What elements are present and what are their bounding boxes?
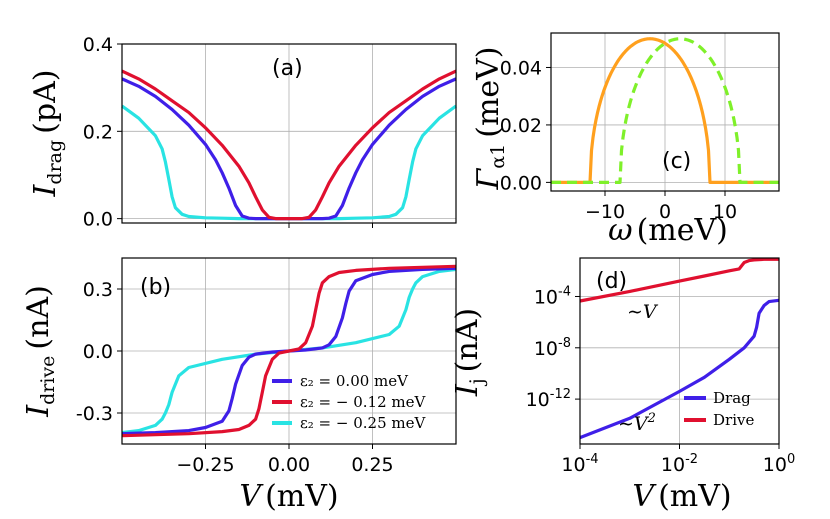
panel-b-ytick-0: -0.3 [76, 403, 113, 425]
panel-b-xtick-0: −0.25 [176, 454, 234, 476]
panel-c-xlabel: ω (meV) [608, 213, 728, 248]
annotation-v-linear: ∼V [627, 301, 659, 323]
panel-b-xlabel-unit: (mV) [265, 479, 339, 514]
panel-c-ticks: −10 0 10 0.00 0.02 0.04 [500, 57, 737, 223]
panel-d-ytick-base-2: 10 [526, 389, 550, 411]
panel-a-ylabel-sub: drag [44, 140, 66, 185]
panel-d-ytick-exp-2: -12 [550, 387, 571, 402]
panel-b-ticks: −0.25 0.00 0.25 -0.3 0.0 0.3 [76, 279, 394, 476]
panel-d-legend: Drag Drive [684, 389, 754, 429]
panel-d-xtick-2: 100 [763, 452, 795, 476]
panel-b-label: (b) [140, 275, 171, 300]
panel-b-grid [122, 258, 456, 444]
panel-c-curves [550, 37, 780, 184]
panel-d-curve-drive [579, 257, 779, 303]
panel-b: −0.25 0.00 0.25 -0.3 0.0 0.3 (b) Idrive (nA) V… [21, 257, 457, 514]
panel-c-ylabel-sub: α1 [487, 144, 509, 169]
legend-label-eps0: ε₂ = 0.00 meV [300, 372, 409, 390]
panel-c-label: (c) [662, 149, 691, 174]
panel-d-xtick-base-2: 10 [763, 454, 787, 476]
legend-label-drag: Drag [713, 389, 751, 407]
panel-c-xtick-0: −10 [585, 201, 625, 223]
panel-a-label: (a) [272, 56, 303, 81]
annotation-v-squared-exp: 2 [647, 411, 656, 426]
panel-c-xtick-2: 10 [713, 201, 737, 223]
panel-b-curve-1 [121, 264, 457, 438]
panel-b-ylabel: Idrive (nA) [21, 285, 59, 418]
panel-d-ylabel-main: I [450, 383, 485, 397]
panel-c-ylabel: Γα1 (meV) [471, 46, 509, 190]
panel-b-xlabel-main: V [239, 479, 264, 514]
panel-a-curve-1 [121, 69, 457, 221]
panel-c-ytick-2: 0.04 [500, 57, 542, 79]
panel-d-ylabel-unit: (nA) [450, 308, 485, 372]
legend-label-eps012: ε₂ = − 0.12 meV [300, 393, 426, 411]
panel-d-ytick-2: 10-12 [526, 387, 571, 411]
panel-c-xlabel-unit: (meV) [637, 213, 728, 248]
panel-d-ytick-exp-1: -8 [558, 336, 571, 351]
panel-c-ytick-1: 0.02 [500, 115, 542, 137]
panel-b-legend: ε₂ = 0.00 meV ε₂ = − 0.12 meV ε₂ = − 0.2… [272, 372, 426, 432]
panel-c-ylabel-unit: (meV) [471, 46, 506, 137]
panel-c-xlabel-main: ω [608, 213, 632, 248]
panel-d-xtick-1: 10-2 [661, 452, 698, 476]
panel-b-ylabel-sub: drive [37, 356, 59, 405]
panel-d-curves [579, 257, 780, 440]
panel-d-xlabel-unit: (mV) [658, 479, 732, 514]
panel-d-xlabel-main: V [632, 479, 657, 514]
panel-d-xlabel: V (mV) [632, 479, 731, 514]
panel-d-xtick-exp-1: -2 [685, 452, 698, 467]
annotation-v-squared-base: ∼V [618, 413, 650, 435]
panel-b-xlabel: V (mV) [239, 479, 338, 514]
legend-label-drive: Drive [713, 411, 754, 429]
panel-d-ylabel-sub: j [466, 378, 488, 386]
panel-d-ytick-base-0: 10 [534, 286, 558, 308]
annotation-v-squared: ∼V2 [618, 411, 656, 435]
panel-d-xtick-0: 10-4 [561, 452, 598, 476]
panel-b-ylabel-unit: (nA) [21, 285, 56, 349]
legend-label-eps025: ε₂ = − 0.25 meV [300, 414, 426, 432]
panel-a-ylabel-main: I [28, 183, 63, 197]
panel-d-ytick-base-1: 10 [534, 338, 558, 360]
panel-d-curve-drag [579, 298, 780, 440]
panel-d-xtick-exp-2: 0 [787, 452, 795, 467]
panel-a-ytick-2: 0.4 [83, 34, 113, 56]
panel-b-ytick-2: 0.3 [83, 279, 113, 301]
panel-a-ticks: 0.0 0.2 0.4 [83, 34, 373, 231]
panel-c-curve-1 [550, 37, 780, 184]
panel-b-ylabel-main: I [21, 404, 56, 418]
panel-d-label: (d) [596, 269, 627, 294]
panel-c-xtick-1: 0 [659, 201, 671, 223]
panel-c-ytick-0: 0.00 [500, 172, 542, 194]
panel-d-xtick-exp-0: -4 [586, 452, 599, 467]
panel-d-ylabel: Ij (nA) [450, 308, 488, 397]
panel-b-curves [121, 264, 457, 438]
panel-a-ylabel-unit: (pA) [28, 70, 63, 134]
panel-d-ytick-0: 10-4 [534, 284, 571, 308]
panel-d-ytick-exp-0: -4 [558, 284, 571, 299]
panel-d-xtick-base-1: 10 [661, 454, 685, 476]
panel-b-xtick-1: 0.00 [268, 454, 310, 476]
panel-d-xtick-base-0: 10 [561, 454, 585, 476]
panel-d-ytick-1: 10-8 [534, 336, 571, 360]
panel-a-ytick-1: 0.2 [83, 121, 113, 143]
panel-c-ylabel-main: Γ [471, 168, 506, 191]
panel-b-xtick-2: 0.25 [351, 454, 393, 476]
panel-a-ylabel: Idrag (pA) [28, 70, 66, 198]
panel-c: −10 0 100.000.020.04 (c) Γα1(meV) ω (meV) [471, 32, 780, 248]
panel-b-ytick-1: 0.0 [83, 341, 113, 363]
panel-a: 0.0 0.2 0.4 (a) Idrag (pA) [28, 34, 457, 231]
panel-a-curves [121, 69, 457, 221]
panel-a-ytick-0: 0.0 [83, 209, 113, 231]
